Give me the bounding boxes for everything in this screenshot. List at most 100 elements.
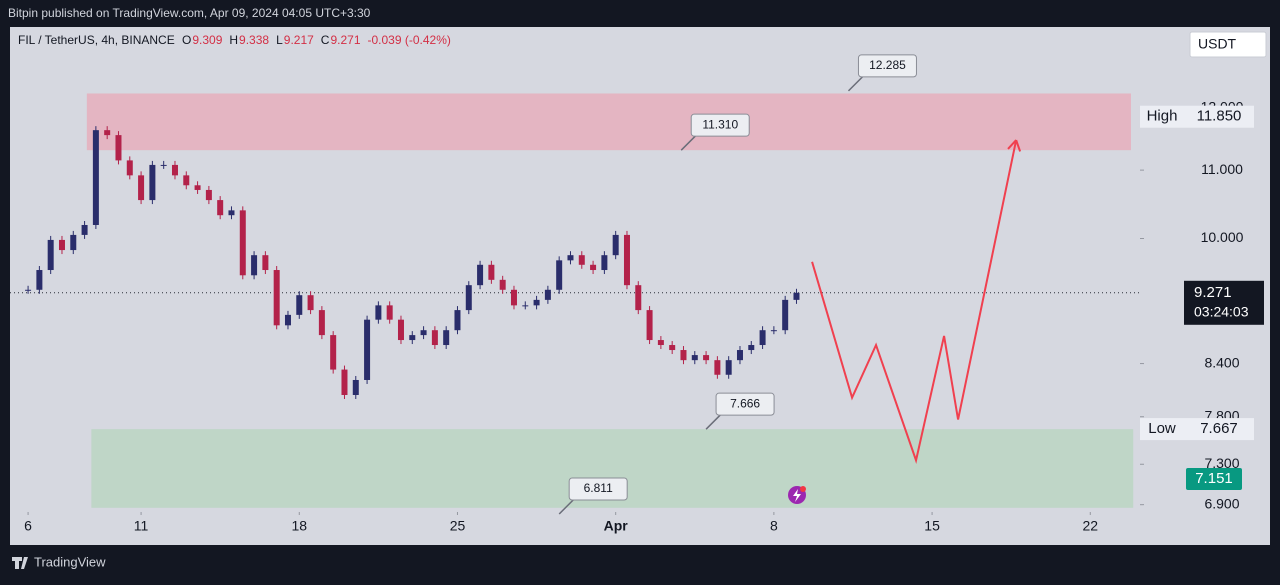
candle-body (171, 164, 178, 176)
candle-body (567, 255, 574, 261)
candle-body (578, 255, 585, 265)
ohlc-value: 9.338 (239, 33, 269, 47)
candle-body (273, 270, 280, 326)
candle-body (601, 255, 608, 271)
callout-box (690, 113, 750, 137)
callout-label: 6.811 (584, 481, 613, 495)
candle-body (623, 234, 630, 286)
x-tick-label: Apr (604, 518, 629, 534)
ohlc-legend: O 9.309 H 9.338 L 9.217 C 9.271 -0.039 (-0.42%) (182, 33, 451, 47)
candle-body (397, 319, 404, 341)
ohlc-key: H (229, 33, 238, 47)
candle-body (386, 305, 393, 320)
candle-body (251, 255, 258, 276)
candle-body (443, 330, 450, 346)
candle-body (556, 260, 563, 290)
y-tick-label: 7.300 (1204, 455, 1239, 471)
marker-price-box (1186, 468, 1242, 491)
currency-label: USDT (1198, 36, 1237, 52)
x-tick-label: 11 (134, 518, 149, 534)
candle-body (635, 285, 642, 311)
callout-box (857, 54, 917, 78)
price-label-title-box (1140, 418, 1184, 441)
candle-body (205, 189, 212, 201)
candle-body (284, 314, 291, 326)
y-tick-label: 11.000 (1201, 161, 1243, 177)
candle-body (703, 355, 710, 361)
candle-body (680, 350, 687, 361)
currency-button[interactable] (1189, 31, 1267, 58)
candle-body (533, 299, 540, 306)
change: -0.039 (-0.42%) (368, 33, 451, 47)
candle-body (115, 135, 122, 161)
candle-body (25, 289, 32, 291)
price-label-value: 11.850 (1197, 108, 1242, 125)
candle-body (262, 255, 269, 271)
price-label-title-box (1140, 105, 1184, 128)
ohlc-value: 9.309 (192, 33, 222, 47)
candle-body (126, 160, 133, 176)
y-tick-label: 10.000 (1201, 229, 1244, 245)
candle-body (70, 234, 77, 251)
price-label-title: Low (1148, 420, 1176, 437)
x-tick-label: 25 (450, 518, 466, 534)
candle-body (194, 185, 201, 190)
projection-path (811, 139, 1018, 464)
candle-body (217, 200, 224, 216)
candle-body (759, 330, 766, 346)
ohlc-value: 9.271 (330, 33, 360, 47)
candle-body (296, 295, 303, 315)
callout-label: 7.666 (730, 396, 760, 410)
x-tick-label: 6 (24, 518, 32, 534)
candle-body (409, 335, 416, 341)
callout-pointer (705, 414, 721, 430)
ohlc-key: O (182, 33, 191, 47)
candle-body (375, 305, 382, 320)
candle-body (465, 285, 472, 311)
y-tick-label: 8.400 (1204, 354, 1239, 370)
candle-body (138, 175, 145, 201)
candle-body (239, 210, 246, 276)
callout-label: 11.310 (702, 117, 738, 131)
price-label-title: High (1147, 108, 1178, 125)
projection-arrowhead (1007, 139, 1017, 150)
callout-pointer (847, 76, 863, 92)
projection-arrowhead (1015, 139, 1022, 152)
candle-body (364, 319, 371, 380)
candle-body (183, 175, 190, 186)
last-price-box (1184, 280, 1264, 325)
candle-body (318, 310, 325, 336)
candle-body (352, 379, 359, 395)
candle-body (149, 164, 156, 201)
candle-body (92, 130, 99, 225)
ohlc-key: C (321, 33, 330, 47)
candle-body (420, 330, 427, 336)
y-tick-label: 6.900 (1204, 495, 1239, 511)
candle-body (341, 369, 348, 395)
countdown: 03:24:03 (1194, 303, 1249, 319)
candle-body (669, 345, 676, 351)
callout-pointer (680, 135, 696, 151)
candle-body (590, 264, 597, 271)
footer-brand: TradingView (34, 554, 106, 569)
candle-body (47, 239, 54, 271)
candle-body (646, 310, 653, 341)
tv-logo (12, 557, 28, 569)
candle-body (330, 335, 337, 370)
candle-body (431, 330, 438, 346)
price-label-value: 7.667 (1200, 420, 1238, 437)
alert-bolt (793, 489, 801, 502)
last-price-label: 9.271 (1194, 284, 1232, 301)
x-tick-label: 18 (291, 518, 307, 534)
x-tick-label: 15 (924, 518, 940, 534)
candle-body (782, 299, 789, 331)
candle-body (228, 210, 235, 216)
candle-body (499, 279, 506, 290)
ohlc-value: 9.217 (284, 33, 314, 47)
alert-dot (800, 486, 806, 492)
price-label-box (1184, 105, 1254, 128)
candle-body (104, 130, 111, 136)
candle-body (544, 289, 551, 300)
candle-body (510, 289, 517, 306)
callout-label: 12.285 (869, 58, 906, 72)
